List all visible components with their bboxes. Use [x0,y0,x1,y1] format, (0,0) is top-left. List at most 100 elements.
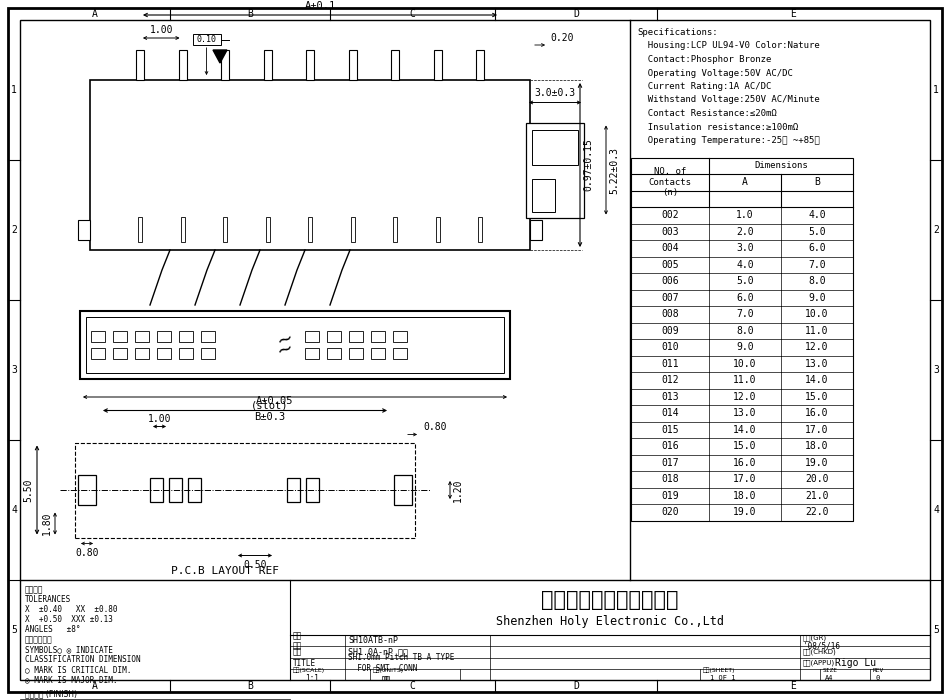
Bar [86,317,504,373]
Text: 18.0: 18.0 [733,491,757,500]
Text: 017: 017 [661,458,679,468]
Bar [201,348,215,359]
Text: B±0.3: B±0.3 [255,412,286,422]
Bar [305,331,319,342]
Text: 014: 014 [661,408,679,418]
Bar [80,311,510,379]
Text: 006: 006 [661,276,679,286]
Text: 制图(GR): 制图(GR) [803,634,827,641]
Text: 表面处理 (FINISH): 表面处理 (FINISH) [25,689,77,698]
Polygon shape [213,50,227,63]
Text: 1 OF 1: 1 OF 1 [710,676,735,681]
Text: 013: 013 [661,392,679,402]
Text: 16.0: 16.0 [806,408,828,418]
Text: Operating Temperature:-25℃ ~+85℃: Operating Temperature:-25℃ ~+85℃ [637,136,820,145]
Bar [349,348,363,359]
Bar [90,80,530,250]
Text: 009: 009 [661,326,679,336]
Text: Insulation resistance:≥100mΩ: Insulation resistance:≥100mΩ [637,122,798,132]
Text: 1.00: 1.00 [149,25,173,35]
Bar [180,217,184,242]
Text: ◎ MARK IS MAJOR DIM.: ◎ MARK IS MAJOR DIM. [25,675,118,684]
Text: ~: ~ [274,338,296,362]
Text: 单位(UNITS): 单位(UNITS) [373,668,404,673]
Text: 5.0: 5.0 [808,227,826,237]
Text: 4.0: 4.0 [808,210,826,220]
Text: 5.22±0.3: 5.22±0.3 [609,146,619,193]
Text: 6.0: 6.0 [808,244,826,253]
Text: 18.0: 18.0 [806,441,828,452]
Text: 14.0: 14.0 [733,425,757,435]
Text: 3.0: 3.0 [736,244,753,253]
Bar [349,331,363,342]
Text: 16.0: 16.0 [733,458,757,468]
Text: Specifications:: Specifications: [637,28,717,37]
Text: Operating Voltage:50V AC/DC: Operating Voltage:50V AC/DC [637,69,793,78]
Text: '08/5/16: '08/5/16 [803,641,840,650]
Text: 审核(CHKD): 审核(CHKD) [803,649,837,655]
Text: CLASSIFICATRION DIMENSION: CLASSIFICATRION DIMENSION [25,655,141,664]
Bar [179,331,193,342]
Text: 003: 003 [661,227,679,237]
Text: 0: 0 [875,676,880,681]
Text: D: D [573,681,579,691]
Bar [113,331,127,342]
Bar [327,348,341,359]
Text: X  +0.50  XXX ±0.13: X +0.50 XXX ±0.13 [25,615,113,624]
Bar [188,478,201,502]
Text: 5: 5 [11,625,17,635]
Text: 10.0: 10.0 [733,358,757,369]
Text: 1: 1 [933,85,939,95]
Text: 7.0: 7.0 [736,309,753,319]
Text: 005: 005 [661,260,679,270]
Text: 0.80: 0.80 [75,547,99,557]
Text: ○ MARK IS CRITICAL DIM.: ○ MARK IS CRITICAL DIM. [25,665,131,674]
Bar [530,220,542,240]
Text: 检验尺寸标示: 检验尺寸标示 [25,635,53,644]
Bar [135,348,149,359]
Text: 17.0: 17.0 [733,475,757,484]
Text: 批准(APPU): 批准(APPU) [803,660,835,666]
Text: X  ±0.40   XX  ±0.80: X ±0.40 XX ±0.80 [25,605,118,614]
Text: 007: 007 [661,293,679,302]
Text: Contact Resistance:≤20mΩ: Contact Resistance:≤20mΩ [637,109,777,118]
Text: 011: 011 [661,358,679,369]
Text: 2: 2 [933,225,939,235]
Bar [75,442,415,538]
Text: 010: 010 [661,342,679,352]
Text: 19.0: 19.0 [733,508,757,517]
Text: 1: 1 [11,85,17,95]
Text: 10.0: 10.0 [806,309,828,319]
Bar [433,50,442,80]
Text: 8.0: 8.0 [808,276,826,286]
Text: 004: 004 [661,244,679,253]
Bar [157,348,171,359]
Bar [476,50,484,80]
Text: 20.0: 20.0 [806,475,828,484]
Text: 14.0: 14.0 [806,375,828,385]
Text: B: B [814,177,820,187]
Text: 016: 016 [661,441,679,452]
Text: 1.20: 1.20 [453,478,463,502]
Text: 11.0: 11.0 [733,375,757,385]
Text: 8.0: 8.0 [736,326,753,336]
Text: 4: 4 [11,505,17,515]
Bar [306,478,319,502]
Bar [91,348,105,359]
Text: 5: 5 [933,625,939,635]
Text: 张数(SHEET): 张数(SHEET) [703,668,735,673]
Bar [393,217,397,242]
Text: E: E [790,681,796,691]
Text: 020: 020 [661,508,679,517]
Text: 2: 2 [11,225,17,235]
Bar [91,331,105,342]
Bar [631,158,853,521]
Bar [532,179,555,211]
Text: B: B [247,681,253,691]
Text: 12.0: 12.0 [806,342,828,352]
Text: 0.20: 0.20 [550,33,574,43]
Text: C: C [409,9,415,19]
Bar [201,331,215,342]
Bar [305,348,319,359]
Bar [526,122,584,218]
